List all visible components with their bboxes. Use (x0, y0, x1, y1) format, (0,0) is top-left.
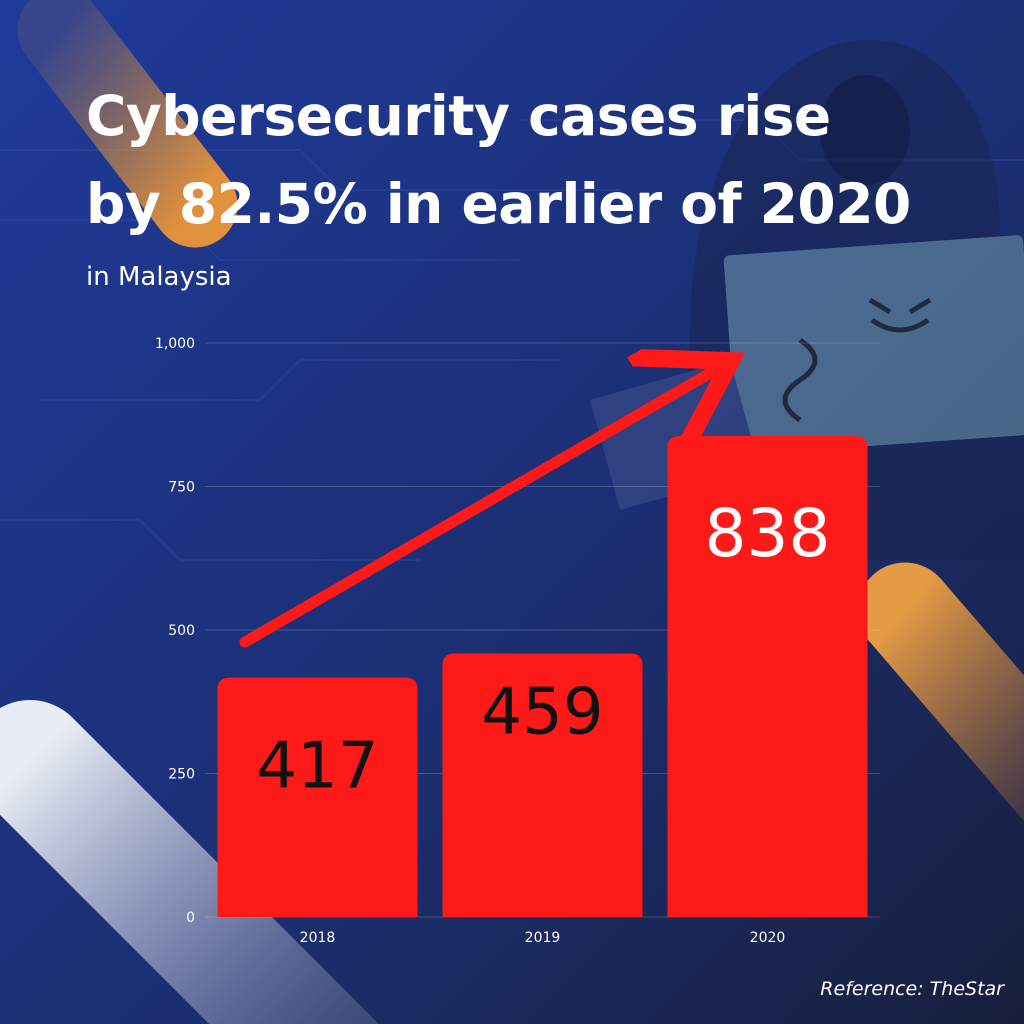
x-tick-label: 2019 (525, 930, 561, 946)
y-tick-label: 250 (168, 767, 195, 783)
bar-2020 (667, 435, 868, 917)
page-subtitle: in Malaysia (86, 262, 232, 292)
value-label-2018: 417 (256, 730, 378, 804)
y-tick-label: 0 (186, 910, 195, 926)
x-tick-label: 2020 (750, 930, 786, 946)
y-tick-label: 1,000 (155, 336, 195, 352)
trend-arrow (239, 372, 712, 648)
x-tick-label: 2018 (300, 930, 336, 946)
angry-face-icon (782, 297, 932, 423)
title-line-1: Cybersecurity cases rise (86, 84, 831, 148)
bar-2019 (442, 653, 643, 917)
value-label-2020: 838 (705, 495, 831, 572)
y-tick-label: 500 (168, 623, 195, 639)
reference-note: Reference: TheStar (820, 978, 1004, 1000)
decor-stroke-orange-right (857, 562, 1024, 821)
y-tick-label: 750 (168, 480, 195, 496)
value-label-2019: 459 (481, 676, 603, 750)
decor-stroke-orange-top (17, 0, 238, 248)
title-line-2: by 82.5% in earlier of 2020 (86, 172, 911, 236)
bar-2018 (217, 677, 418, 917)
decor-stroke-white-left (0, 700, 378, 1024)
page-title: Cybersecurity cases rise by 82.5% in ear… (86, 72, 986, 248)
